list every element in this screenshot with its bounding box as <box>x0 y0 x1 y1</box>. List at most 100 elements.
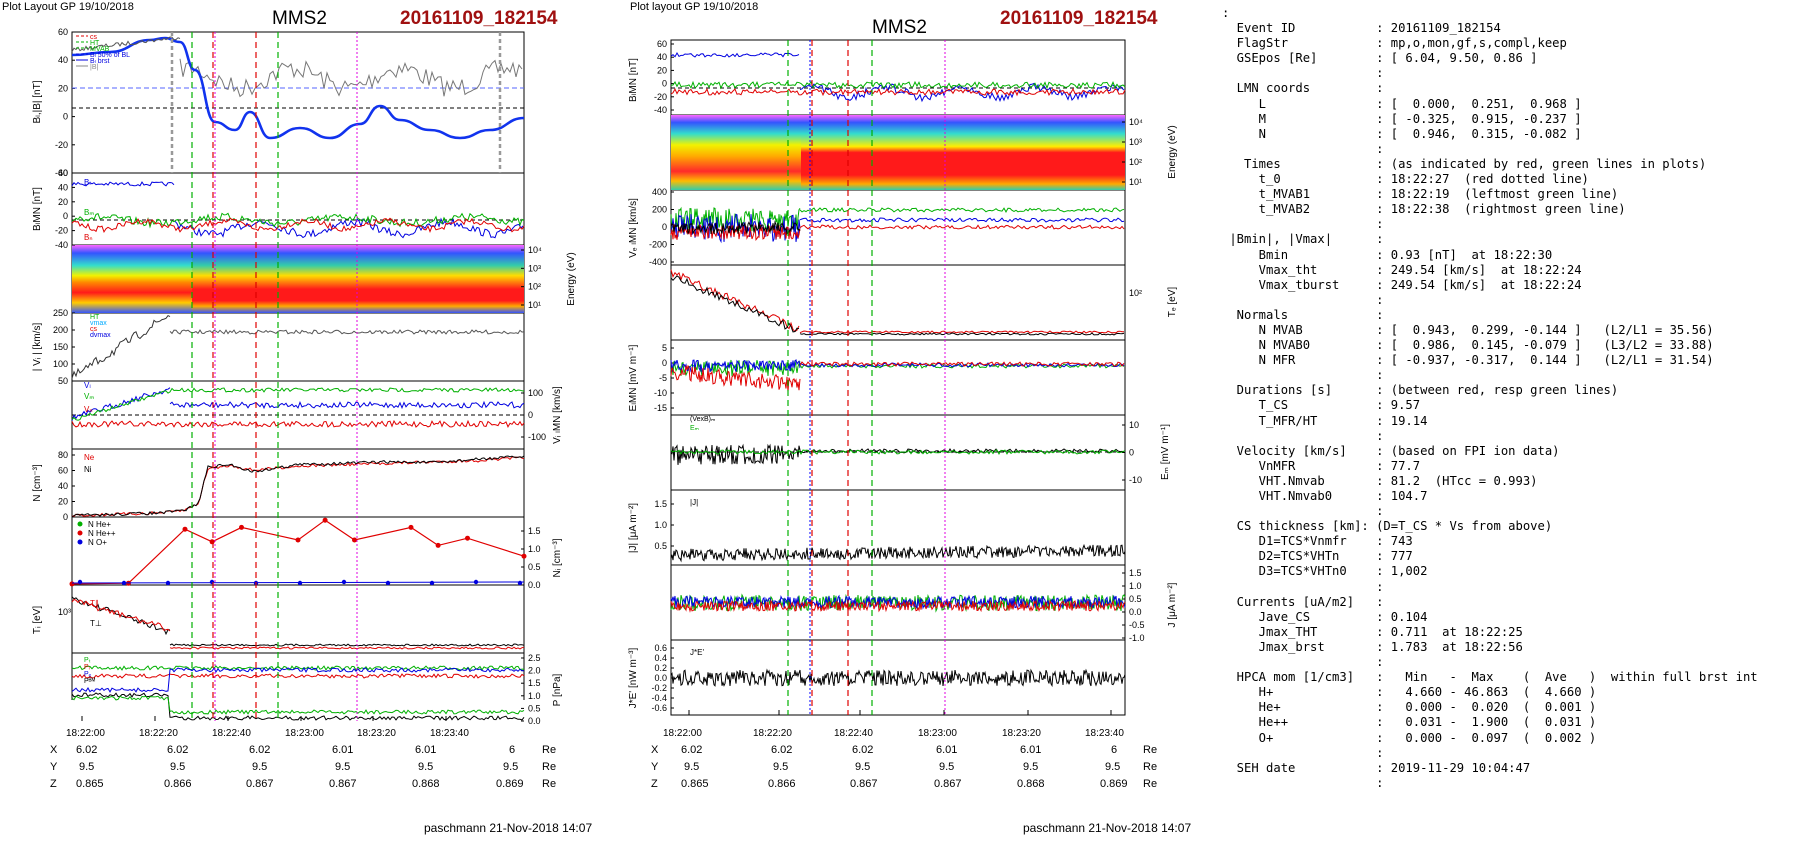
series-BN <box>670 87 1126 97</box>
y-tick-label: 10⁴ <box>1129 117 1143 127</box>
info-line: N : [ 0.946, 0.315, -0.082 ] <box>1222 126 1582 141</box>
legend-entry: N He++ <box>88 529 116 538</box>
coord-value: 6.01 <box>415 744 437 756</box>
series-|Vi| <box>71 314 171 379</box>
y-tick-label: 10² <box>528 282 541 292</box>
y-tick-label: 10¹ <box>528 300 541 310</box>
coord-label: Y <box>50 761 58 773</box>
series-Teperp <box>670 275 800 333</box>
y-tick-label: 200 <box>652 205 667 215</box>
y-tick-label: 0.4 <box>654 653 667 663</box>
legend-marker <box>77 521 83 527</box>
info-line: Vmax_tht : 249.54 [km/s] at 18:22:24 <box>1222 262 1582 277</box>
y-tick-label: 0.0 <box>528 580 541 590</box>
series-Pt <box>71 665 525 671</box>
time-tick-label: 18:22:20 <box>753 728 792 739</box>
coord-unit: Re <box>542 778 557 790</box>
info-line: N MVAB0 : [ 0.986, 0.145, -0.079 ] (L3/L… <box>1222 338 1714 353</box>
info-line: t_MVAB1 : 18:22:19 (leftmost green line) <box>1222 187 1619 202</box>
coord-value: 9.5 <box>170 761 186 773</box>
series-VL <box>169 400 525 410</box>
coord-value: 9.5 <box>855 761 871 773</box>
coord-value: 6.01 <box>936 744 958 756</box>
legend-marker <box>77 530 83 536</box>
info-line: Event ID : 20161109_182154 <box>1222 21 1501 36</box>
coord-row-y: Y 9.5 9.5 9.5 9.5 9.5 9.5 Re <box>0 761 640 778</box>
y-tick-label: 40 <box>58 55 68 65</box>
info-line: t_MVAB2 : 18:22:38 (rightmost green line… <box>1222 202 1626 217</box>
legend-entry: Bₗ brst <box>90 58 110 65</box>
y-tick-label: -20 <box>654 92 667 102</box>
y-tick-label: 1.0 <box>654 520 667 530</box>
series-|Vi| <box>169 329 525 335</box>
left-spectrogram-heatmap <box>72 245 524 313</box>
coord-unit: Re <box>1143 744 1158 756</box>
y-tick-label: 0 <box>662 358 667 368</box>
y-tick-label: -0.2 <box>651 683 667 693</box>
y-axis-label: J*E' [nW m⁻³] <box>628 648 639 709</box>
series-Pe <box>71 667 524 693</box>
y-tick-label: 0 <box>63 512 68 522</box>
y-tick-label: 40 <box>58 182 68 192</box>
y-tick-label: 1.0 <box>528 544 541 554</box>
y-tick-label: 200 <box>53 325 68 335</box>
series-EL <box>670 359 801 374</box>
y-tick-label: 1.5 <box>654 499 667 509</box>
y-axis-label: J [μA m⁻²] <box>1167 582 1178 627</box>
coord-row-y: Y 9.5 9.5 9.5 9.5 9.5 9.5 Re <box>0 761 1200 778</box>
info-line: Jave_CS : 0.104 <box>1222 609 1428 624</box>
y-tick-label: 100 <box>53 359 68 369</box>
y-tick-label: 60 <box>657 39 667 49</box>
coord-value: 6.01 <box>332 744 354 756</box>
series-label: Ne <box>84 453 95 462</box>
y-tick-label: -40 <box>654 105 667 115</box>
series-VeM <box>799 207 1125 213</box>
series-BL <box>670 51 800 58</box>
series-Tepar <box>799 330 1124 334</box>
info-line: H+ : 4.660 - 46.863 ( 4.660 ) <box>1222 685 1597 700</box>
coord-value: 0.867 <box>246 778 274 790</box>
coord-unit: Re <box>542 761 557 773</box>
info-line: N MVAB : [ 0.943, 0.299, -0.144 ] (L2/L1… <box>1222 322 1714 337</box>
legend-entry: N He+ <box>88 520 111 529</box>
legend-entry: MVAB <box>90 46 110 53</box>
y-tick-label: -10 <box>1129 475 1142 485</box>
legend-entry: J*E' <box>690 648 704 657</box>
y-tick-label: 60 <box>58 466 68 476</box>
y-tick-label: -40 <box>55 168 68 178</box>
y-tick-label: -0.4 <box>651 693 667 703</box>
y-tick-label: 60 <box>58 168 68 178</box>
legend-entry: |B| <box>90 64 98 71</box>
coord-value: 6.02 <box>681 744 703 756</box>
series-PB <box>71 692 525 721</box>
info-line: T_CS : 9.57 <box>1222 398 1421 413</box>
y-tick-label: 1.5 <box>528 678 541 688</box>
info-line: : <box>1222 504 1384 519</box>
info-line: SEH date : 2019-11-29 10:04:47 <box>1222 760 1531 775</box>
time-tick-label: 18:22:40 <box>834 728 873 739</box>
coord-value: 9.5 <box>503 761 519 773</box>
left-event-title: 20161109_182154 <box>400 8 558 29</box>
series-O+ <box>71 581 525 584</box>
series-VL <box>71 387 171 421</box>
y-tick-label: 10² <box>1129 288 1142 298</box>
series-label: Pᴮᴹ <box>84 678 96 685</box>
y-tick-label: 10¹ <box>1129 177 1142 187</box>
info-line: O+ : 0.000 - 0.097 ( 0.002 ) <box>1222 730 1597 745</box>
series-Ni <box>71 455 525 518</box>
time-tick-label: 18:23:00 <box>285 728 324 739</box>
event-info-text: : Event ID : 20161109_182154 FlagStr : m… <box>1222 6 1758 791</box>
y-tick-label: 1.5 <box>528 526 541 536</box>
coord-value: 9.5 <box>79 761 95 773</box>
info-line: M : [ -0.325, 0.915, -0.237 ] <box>1222 111 1582 126</box>
series-EL <box>799 362 1125 368</box>
legend-entry: (VexB)ₘ <box>690 416 715 423</box>
y-tick-label: 0.0 <box>654 673 667 683</box>
y-tick-label: 0.5 <box>654 541 667 551</box>
right-event-title: 20161109_182154 <box>1000 8 1158 29</box>
y-axis-label: Energy (eV) <box>1167 125 1178 178</box>
y-tick-label: 2.0 <box>528 666 541 676</box>
series-label: Bₙ <box>84 233 93 242</box>
y-tick-label: 40 <box>657 52 667 62</box>
info-line: : <box>1222 579 1384 594</box>
